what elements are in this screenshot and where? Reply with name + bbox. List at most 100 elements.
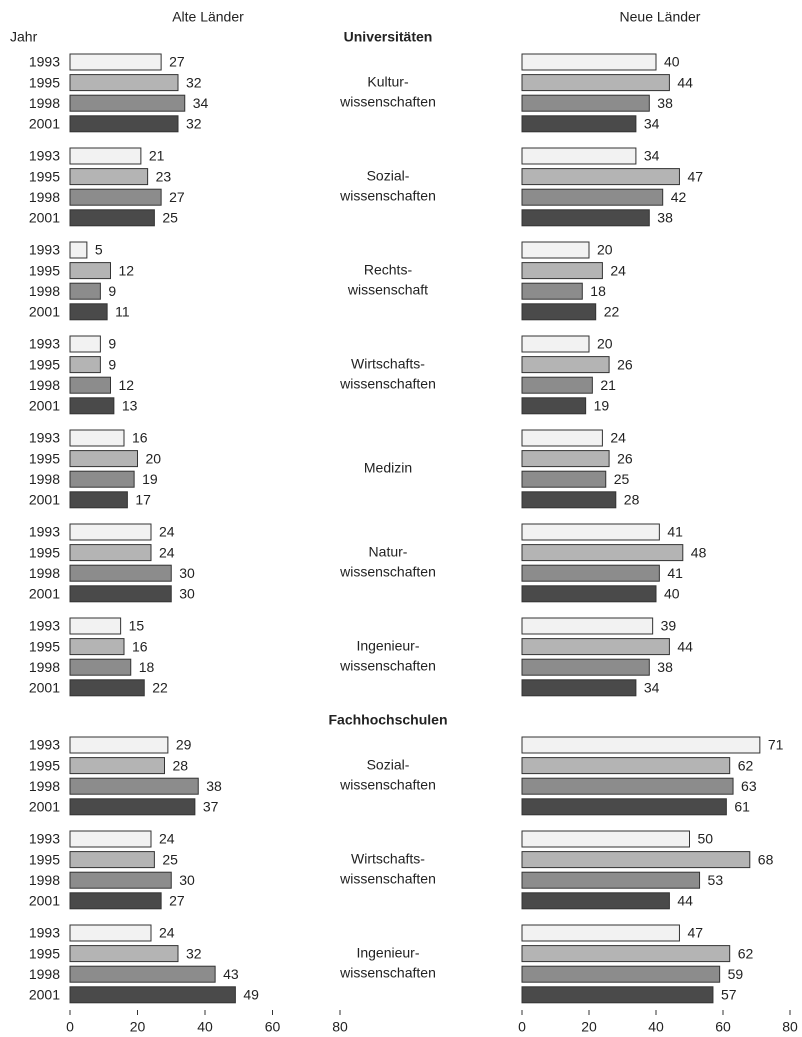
category-label: Medizin [364, 460, 412, 476]
bar [521, 892, 670, 910]
value-label: 23 [156, 168, 172, 184]
value-label: 24 [159, 544, 175, 560]
value-label: 41 [667, 565, 683, 581]
value-label: 12 [119, 377, 135, 393]
year-label: 1993 [29, 430, 60, 446]
year-label: 2001 [29, 586, 60, 602]
year-label: 1993 [29, 831, 60, 847]
year-label: 2001 [29, 893, 60, 909]
year-label: 2001 [29, 398, 60, 414]
category-label: Rechts- [364, 262, 413, 278]
value-label: 20 [146, 450, 162, 466]
bar [69, 450, 138, 468]
value-label: 24 [159, 925, 175, 941]
value-label: 20 [597, 242, 613, 258]
value-label: 18 [139, 659, 155, 675]
year-label: 1998 [29, 283, 60, 299]
bar [521, 168, 680, 186]
value-label: 30 [179, 586, 195, 602]
value-label: 19 [594, 398, 610, 414]
year-label: 1998 [29, 189, 60, 205]
value-label: 48 [691, 544, 707, 560]
bar [69, 94, 186, 112]
bar [521, 303, 597, 321]
value-label: 34 [644, 680, 660, 696]
value-label: 44 [677, 74, 693, 90]
year-label: 1998 [29, 778, 60, 794]
value-label: 19 [142, 471, 158, 487]
value-label: 62 [738, 757, 754, 773]
value-label: 44 [677, 638, 693, 654]
y-axis-label: Jahr [10, 29, 38, 45]
value-label: 50 [698, 831, 714, 847]
year-label: 1998 [29, 377, 60, 393]
bar [521, 798, 727, 816]
value-label: 28 [624, 492, 640, 508]
bar [69, 965, 216, 983]
value-label: 9 [108, 336, 116, 352]
section-title: Fachhochschulen [328, 712, 447, 728]
value-label: 53 [708, 872, 724, 888]
bar [521, 209, 650, 227]
bar [521, 241, 590, 259]
bar [521, 429, 603, 447]
bar [69, 679, 145, 697]
bar [69, 585, 172, 603]
bar [521, 335, 590, 353]
category-label: Ingenieur- [356, 945, 419, 961]
x-tick-label: 80 [332, 1019, 348, 1035]
bar [521, 945, 731, 963]
year-label: 1993 [29, 242, 60, 258]
year-label: 1995 [29, 544, 60, 560]
bar [69, 168, 149, 186]
bar [521, 965, 721, 983]
bar [521, 986, 714, 1004]
bar [69, 924, 152, 942]
value-label: 40 [664, 586, 680, 602]
category-label: wissenschaft [347, 282, 428, 298]
bar [521, 585, 657, 603]
x-tick-label: 0 [518, 1019, 526, 1035]
value-label: 41 [667, 524, 683, 540]
bar [521, 679, 637, 697]
year-label: 1998 [29, 966, 60, 982]
value-label: 25 [162, 851, 178, 867]
bar [69, 303, 108, 321]
value-label: 15 [129, 618, 145, 634]
bar [521, 74, 670, 92]
year-label: 1995 [29, 356, 60, 372]
year-label: 1993 [29, 618, 60, 634]
value-label: 57 [721, 987, 737, 1003]
bar [521, 564, 660, 582]
x-tick-label: 40 [197, 1019, 213, 1035]
category-label: Wirtschafts- [351, 851, 425, 867]
value-label: 43 [223, 966, 239, 982]
bar [69, 945, 179, 963]
x-tick-label: 60 [715, 1019, 731, 1035]
bar [69, 544, 152, 562]
value-label: 17 [135, 492, 151, 508]
year-label: 1995 [29, 262, 60, 278]
year-label: 1995 [29, 450, 60, 466]
bar [69, 470, 135, 488]
year-label: 2001 [29, 799, 60, 815]
year-label: 1993 [29, 148, 60, 164]
value-label: 16 [132, 638, 148, 654]
category-label: wissenschaften [339, 94, 436, 110]
year-label: 1995 [29, 168, 60, 184]
x-tick-label: 20 [581, 1019, 597, 1035]
bar [521, 282, 583, 300]
value-label: 13 [122, 398, 138, 414]
panel-title: Neue Länder [620, 9, 701, 25]
value-label: 24 [159, 831, 175, 847]
category-label: wissenschaften [339, 777, 436, 793]
bar [521, 188, 664, 206]
value-label: 39 [661, 618, 677, 634]
bar [521, 830, 690, 848]
section-title: Universitäten [344, 29, 433, 45]
year-label: 1998 [29, 565, 60, 581]
value-label: 49 [243, 987, 259, 1003]
value-label: 37 [203, 799, 219, 815]
bar [69, 564, 172, 582]
